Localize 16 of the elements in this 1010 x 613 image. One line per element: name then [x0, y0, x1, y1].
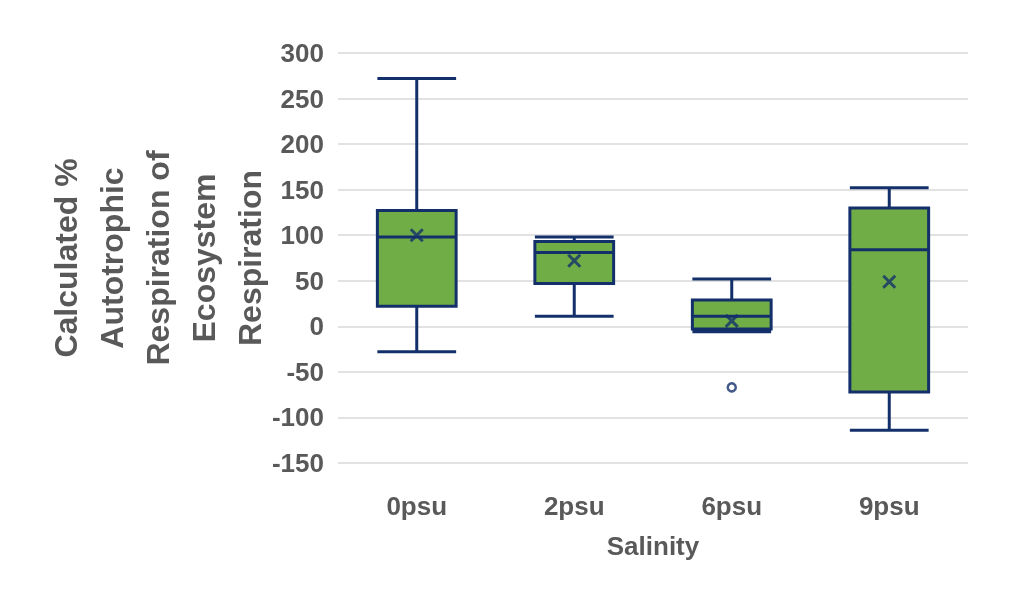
x-axis-title: Salinity — [606, 531, 700, 561]
y-tick-label: -100 — [271, 402, 324, 433]
y-tick-label: 250 — [280, 83, 324, 114]
x-tick-label: 2psu — [543, 491, 605, 521]
y-tick-label: 150 — [280, 174, 324, 205]
y-tick-label: 100 — [280, 220, 324, 251]
y-axis-title: Calculated % Autotrophic Respiration of Ecosystem Respiration — [48, 150, 268, 366]
x-tick-label: 6psu — [701, 491, 763, 521]
x-tick-label: 0psu — [386, 491, 448, 521]
y-tick-label: 300 — [280, 38, 324, 68]
y-tick-label: 200 — [280, 129, 324, 160]
y-tick-label: -50 — [286, 356, 324, 387]
x-tick-label: 9psu — [858, 491, 920, 521]
y-tick-label: 0 — [309, 311, 324, 342]
y-tick-label: 50 — [295, 265, 324, 296]
y-tick-label: -150 — [271, 448, 324, 478]
